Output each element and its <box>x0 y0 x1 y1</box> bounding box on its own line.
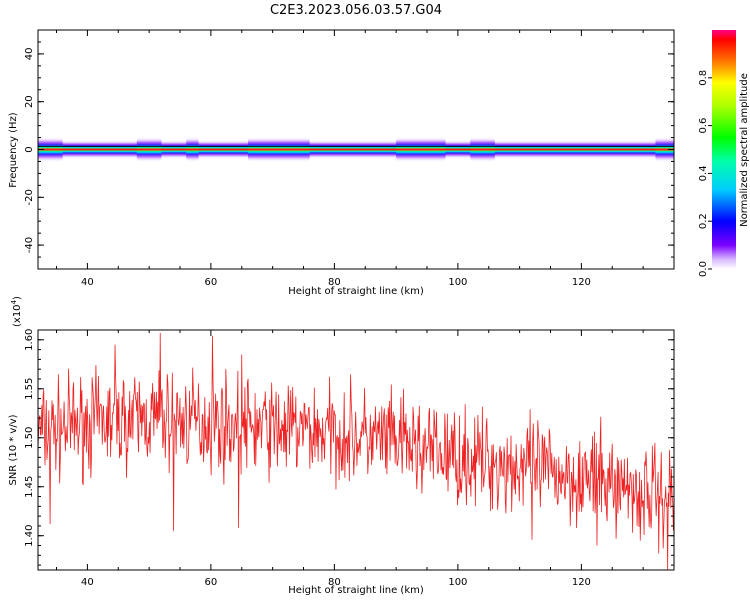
spectrogram-x-label: Height of straight line (km) <box>288 286 424 297</box>
spectrogram-x-ticks: 40 60 80 100 120 <box>56 30 644 288</box>
colorbar-tick-label: 0.2 <box>698 213 709 229</box>
y-tick-label: 1.45 <box>24 476 35 498</box>
spectrogram-y-label: Frequency (Hz) <box>8 112 19 188</box>
figure-title: C2E3.2023.056.03.57.G04 <box>270 3 442 18</box>
x-tick-label: 80 <box>328 577 341 588</box>
y-tick-label: 1.40 <box>24 525 35 547</box>
x-tick-label: 120 <box>572 277 591 288</box>
spectrogram-image <box>38 136 674 163</box>
colorbar-gradient <box>712 30 736 269</box>
y-tick-label: 0 <box>24 146 35 152</box>
snr-scale-note: (x104) <box>10 296 23 327</box>
snr-scale-exponent: 4 <box>10 299 18 304</box>
x-tick-label: 100 <box>448 577 467 588</box>
snr-series-line <box>38 332 674 570</box>
colorbar-label: Normalized spectral amplitude <box>739 73 750 227</box>
x-tick-label: 120 <box>572 577 591 588</box>
y-tick-label: 1.60 <box>24 329 35 351</box>
y-tick-label: 20 <box>24 95 35 108</box>
snr-y-ticks: 1.40 1.45 1.50 1.55 1.60 <box>24 329 674 566</box>
colorbar-ticks: 0.0 0.2 0.4 0.6 0.8 <box>698 70 712 277</box>
colorbar-tick-label: 0.0 <box>698 261 709 277</box>
x-tick-label: 40 <box>81 577 94 588</box>
spectrogram-y-ticks: -40 -20 0 20 40 <box>24 29 674 270</box>
colorbar-tick-label: 0.6 <box>698 118 709 134</box>
y-tick-label: 1.55 <box>24 378 35 400</box>
colorbar-tick-label: 0.4 <box>698 165 709 181</box>
x-tick-label: 80 <box>328 277 341 288</box>
y-tick-label: -40 <box>24 237 35 253</box>
x-tick-label: 40 <box>81 277 94 288</box>
snr-x-ticks: 40 60 80 100 120 <box>56 330 644 588</box>
y-tick-label: 40 <box>24 48 35 61</box>
y-tick-label: 1.50 <box>24 427 35 449</box>
colorbar-tick-label: 0.8 <box>698 70 709 86</box>
x-tick-label: 60 <box>205 577 218 588</box>
colorbar: 0.0 0.2 0.4 0.6 0.8 Normalized spectral ampl… <box>698 30 750 277</box>
snr-scale-prefix: (x10 <box>12 304 23 327</box>
snr-x-label: Height of straight line (km) <box>288 585 424 596</box>
spectrogram-panel: 40 60 80 100 120 -40 -20 0 20 40 Height of strai… <box>8 29 675 297</box>
x-tick-label: 100 <box>448 277 467 288</box>
snr-frame <box>37 329 675 571</box>
snr-y-label: SNR (10 * v/v) <box>8 414 19 485</box>
svg-text:(x104): (x104) <box>10 296 23 327</box>
x-tick-label: 60 <box>205 277 218 288</box>
y-tick-label: -20 <box>24 189 35 205</box>
snr-panel: 40 60 80 100 120 1.40 1.45 1.50 1.55 1.60 Height… <box>8 296 675 596</box>
